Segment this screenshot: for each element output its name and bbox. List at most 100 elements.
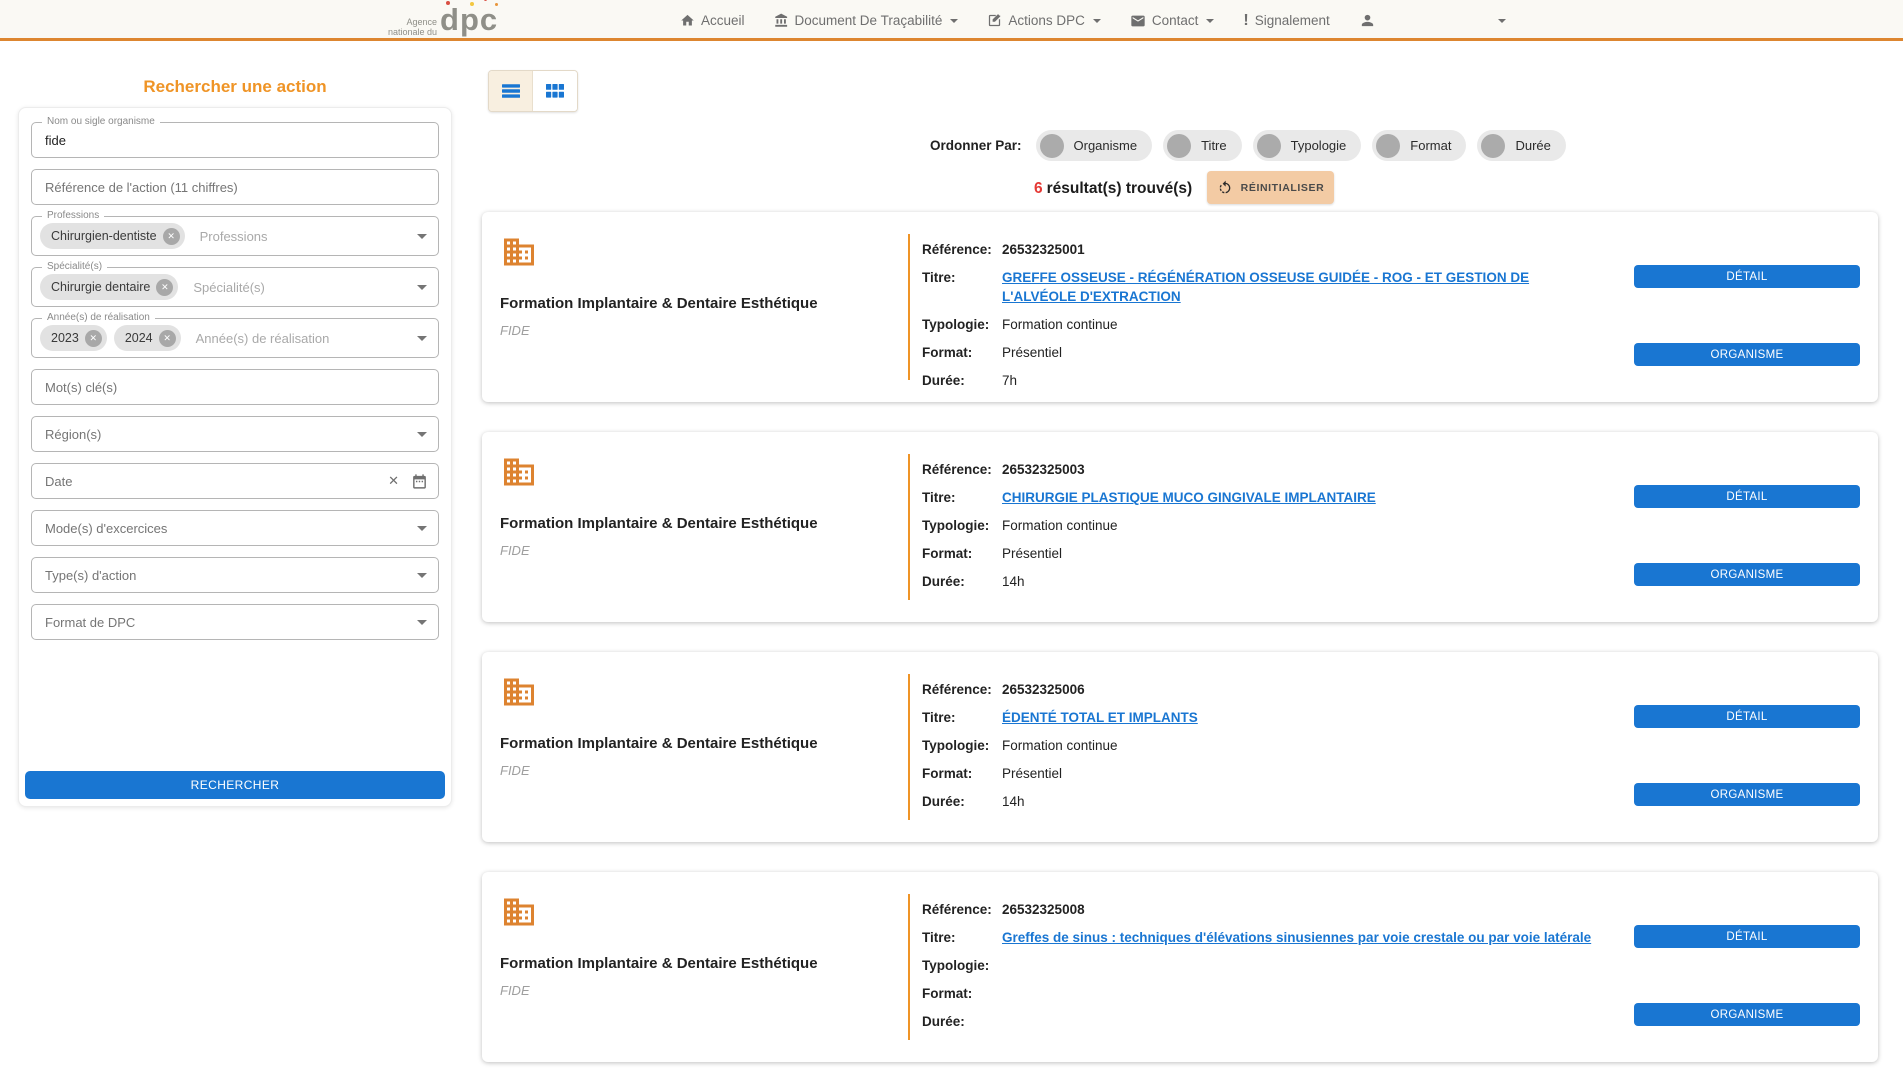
reference-input[interactable] (45, 179, 408, 195)
chevron-down-icon (417, 573, 427, 578)
professions-label: Professions (42, 210, 105, 221)
field-label: Titre: (922, 930, 956, 945)
logo-dot (470, 2, 475, 6)
chevron-down-icon (1497, 18, 1506, 23)
chip-label: 2024 (124, 331, 153, 345)
grid-view-button[interactable] (533, 71, 577, 111)
nav-contact[interactable]: Contact (1130, 13, 1215, 29)
organisme-button[interactable]: ORGANISME (1634, 563, 1860, 586)
remove-chip-icon[interactable]: ✕ (84, 329, 102, 347)
organisme-name: Formation Implantaire & Dentaire Esthéti… (500, 295, 818, 312)
card-organisme-section: Formation Implantaire & Dentaire Esthéti… (500, 674, 908, 820)
agence-dpc-logo[interactable]: Agence nationale du dpc (388, 0, 499, 37)
date-field[interactable]: Date ✕ (31, 463, 439, 499)
sort-toggle-typologie[interactable]: Typologie (1252, 130, 1362, 161)
detail-button[interactable]: DÉTAIL (1634, 485, 1860, 508)
sort-label: Titre (1201, 138, 1227, 153)
sort-toggle-format[interactable]: Format (1372, 130, 1467, 161)
order-by-row: Ordonner Par: Organisme Titre Typologie … (930, 130, 1566, 161)
chevron-down-icon (417, 620, 427, 625)
field-label: Typologie: (922, 317, 990, 332)
detail-button[interactable]: DÉTAIL (1634, 705, 1860, 728)
card-details-section: Référence: 26532325001 Titre: GREFFE OSSEU… (908, 234, 1622, 388)
logo-text-small: Agence nationale du (388, 17, 438, 37)
order-by-label: Ordonner Par: (930, 138, 1022, 153)
types-placeholder: Type(s) d'action (45, 567, 137, 583)
remove-chip-icon[interactable]: ✕ (162, 227, 180, 245)
rechercher-button[interactable]: RECHERCHER (25, 771, 445, 799)
organisme-name: Formation Implantaire & Dentaire Esthéti… (500, 955, 818, 972)
sort-toggle-duree[interactable]: Durée (1477, 130, 1566, 161)
remove-chip-icon[interactable]: ✕ (156, 278, 174, 296)
detail-button[interactable]: DÉTAIL (1634, 265, 1860, 288)
field-label: Référence: (922, 682, 992, 697)
keywords-input[interactable] (45, 379, 408, 395)
types-select[interactable]: Type(s) d'action (31, 557, 439, 593)
organisme-field[interactable]: Nom ou sigle organisme (31, 116, 439, 158)
remove-chip-icon[interactable]: ✕ (158, 329, 176, 347)
user-menu[interactable] (1359, 12, 1506, 29)
modes-placeholder: Mode(s) d'excercices (45, 520, 168, 536)
professions-select[interactable]: Professions Chirurgien-dentiste ✕ Profes… (31, 210, 439, 256)
reset-label: RÉINITIALISER (1240, 181, 1325, 194)
nav-accueil[interactable]: Accueil (680, 13, 745, 28)
toggle-knob (1256, 133, 1281, 158)
sort-toggle-titre[interactable]: Titre (1163, 130, 1242, 161)
card-details-section: Référence: 26532325006 Titre: ÉDENTÉ TOTAL… (908, 674, 1622, 820)
modes-select[interactable]: Mode(s) d'excercices (31, 510, 439, 546)
clear-date-icon[interactable]: ✕ (388, 473, 399, 488)
annee-chip[interactable]: 2024 ✕ (113, 325, 181, 351)
field-label: Format: (922, 546, 973, 561)
specialite-chip[interactable]: Chirurgie dentaire ✕ (40, 274, 179, 300)
results-count-text: résultat(s) trouvé(s) (1046, 180, 1193, 197)
nav-label: Document De Traçabilité (794, 13, 943, 28)
specialites-placeholder: Spécialité(s) (193, 279, 265, 295)
keywords-field[interactable] (31, 369, 439, 405)
nav-document-tracabilite[interactable]: Document De Traçabilité (774, 13, 959, 28)
toggle-knob (1481, 133, 1506, 158)
list-view-button[interactable] (489, 71, 533, 111)
professions-placeholder: Professions (199, 228, 268, 244)
chip-label: Chirurgie dentaire (51, 280, 151, 294)
search-panel-title: Rechercher une action (143, 77, 327, 96)
action-title-link[interactable]: ÉDENTÉ TOTAL ET IMPLANTS (1002, 710, 1198, 725)
reference-value: 26532325006 (1002, 682, 1085, 697)
annees-select[interactable]: Année(s) de réalisation 2023 ✕ 2024 ✕ An… (31, 312, 439, 358)
field-label: Durée: (922, 1014, 965, 1029)
field-label: Format: (922, 766, 973, 781)
format-select[interactable]: Format de DPC (31, 604, 439, 640)
organisme-name: Formation Implantaire & Dentaire Esthéti… (500, 735, 818, 752)
field-label: Titre: (922, 270, 956, 285)
action-title-link[interactable]: Greffes de sinus : techniques d'élévatio… (1002, 930, 1592, 945)
regions-select[interactable]: Région(s) (31, 416, 439, 452)
sort-toggle-organisme[interactable]: Organisme (1035, 130, 1153, 161)
format-value: Présentiel (1002, 766, 1063, 781)
field-label: Référence: (922, 462, 992, 477)
action-title-link[interactable]: CHIRURGIE PLASTIQUE MUCO GINGIVALE IMPLA… (1002, 490, 1376, 505)
reference-field[interactable] (31, 169, 439, 205)
reinitialiser-button[interactable]: RÉINITIALISER (1207, 171, 1334, 204)
action-title-link[interactable]: GREFFE OSSEUSE - RÉGÉNÉRATION OSSEUSE GU… (1002, 270, 1530, 304)
typology-value: Formation continue (1002, 518, 1118, 533)
chevron-down-icon (417, 336, 427, 341)
view-toggle (488, 70, 578, 112)
organisme-input[interactable] (45, 132, 408, 148)
nav-actions-dpc[interactable]: Actions DPC (987, 13, 1101, 28)
annee-chip[interactable]: 2023 ✕ (40, 325, 107, 351)
bank-icon (774, 13, 787, 27)
organisme-button[interactable]: ORGANISME (1634, 343, 1860, 366)
nav-label: Actions DPC (1008, 13, 1085, 28)
profession-chip[interactable]: Chirurgien-dentiste ✕ (40, 223, 185, 249)
card-actions: DÉTAIL ORGANISME (1634, 234, 1860, 380)
chevron-down-icon (950, 18, 959, 23)
detail-button[interactable]: DÉTAIL (1634, 925, 1860, 948)
organisme-button[interactable]: ORGANISME (1634, 783, 1860, 806)
nav-signalement[interactable]: ! Signalement (1243, 12, 1329, 28)
user-icon (1361, 14, 1373, 27)
field-label: Format: (922, 345, 973, 360)
organisme-button[interactable]: ORGANISME (1634, 1003, 1860, 1026)
nav-label: Accueil (701, 13, 745, 28)
specialites-select[interactable]: Spécialité(s) Chirurgie dentaire ✕ Spéci… (31, 261, 439, 307)
calendar-icon[interactable] (411, 473, 428, 493)
building-icon (504, 898, 534, 926)
